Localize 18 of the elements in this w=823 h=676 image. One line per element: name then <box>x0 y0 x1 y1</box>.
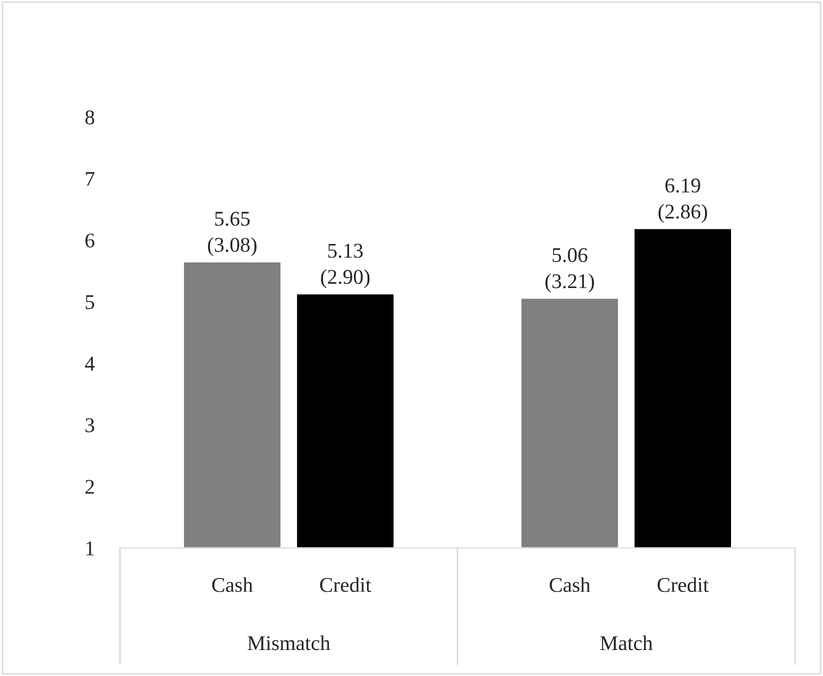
y-tick-label: 4 <box>84 356 95 371</box>
y-tick-label: 6 <box>85 234 94 248</box>
data-label: 6.19 (2.86) <box>658 178 708 223</box>
y-tick-label: 3 <box>86 418 94 432</box>
x-tick-label: Match <box>600 636 653 650</box>
data-label: 5.13 (2.90) <box>321 244 370 288</box>
text: Credit <box>658 577 709 592</box>
text: Cash <box>550 577 590 592</box>
data-label: 5.65 (3.08) <box>208 212 256 256</box>
data-label: 5.06 (3.21) <box>545 248 594 292</box>
x-tick-label: Mismatch <box>248 636 330 650</box>
y-tick-label: 7 <box>86 172 94 186</box>
y-tick-label: 1 <box>86 541 94 556</box>
y-tick-label: 8 <box>85 110 94 124</box>
y-tick-label: 2 <box>86 480 94 494</box>
series-label: Credit <box>320 577 372 592</box>
series-label: Cash <box>212 577 253 592</box>
y-tick-label: 5 <box>86 295 94 310</box>
